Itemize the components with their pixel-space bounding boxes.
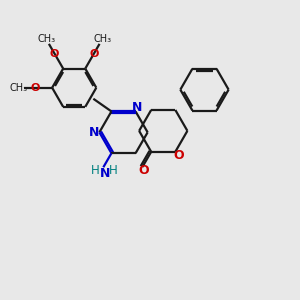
Text: CH₃: CH₃	[93, 34, 111, 44]
Text: O: O	[139, 164, 149, 177]
Text: CH₃: CH₃	[37, 34, 55, 44]
Text: H: H	[91, 164, 100, 177]
Text: O: O	[89, 49, 98, 59]
Text: O: O	[50, 49, 59, 59]
Text: CH₃: CH₃	[9, 83, 27, 93]
Text: O: O	[30, 83, 40, 93]
Text: H: H	[109, 164, 118, 177]
Text: O: O	[173, 149, 184, 162]
Text: N: N	[132, 101, 142, 114]
Text: N: N	[89, 126, 99, 139]
Text: N: N	[100, 167, 110, 180]
